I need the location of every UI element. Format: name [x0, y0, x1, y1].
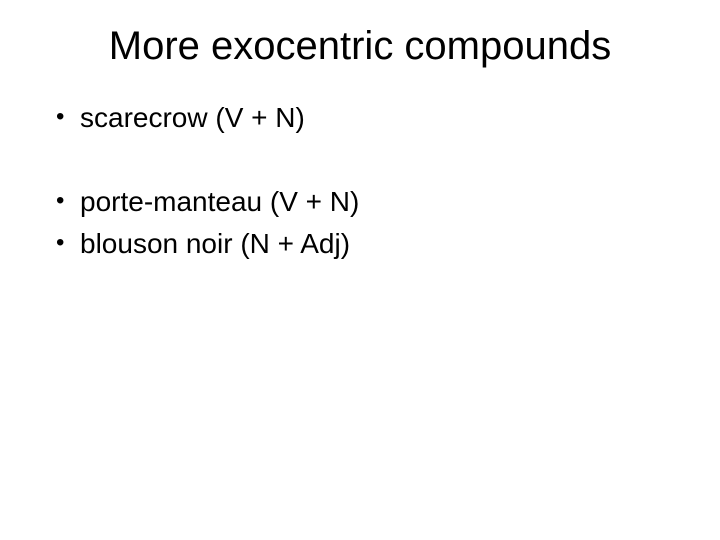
- slide: More exocentric compounds scarecrow (V +…: [0, 0, 720, 540]
- bullet-list-1: scarecrow (V + N): [40, 97, 680, 139]
- bullet-text: porte-manteau (V + N): [80, 186, 359, 217]
- slide-title: More exocentric compounds: [40, 24, 680, 69]
- bullet-text: scarecrow (V + N): [80, 102, 305, 133]
- list-item: blouson noir (N + Adj): [52, 223, 680, 265]
- bullet-list-2: porte-manteau (V + N) blouson noir (N + …: [40, 181, 680, 265]
- bullet-text: blouson noir (N + Adj): [80, 228, 350, 259]
- list-item: scarecrow (V + N): [52, 97, 680, 139]
- group-gap: [40, 139, 680, 181]
- list-item: porte-manteau (V + N): [52, 181, 680, 223]
